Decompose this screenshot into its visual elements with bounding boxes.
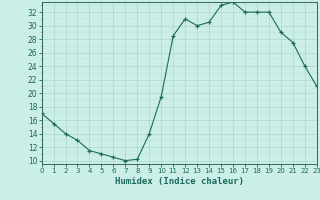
X-axis label: Humidex (Indice chaleur): Humidex (Indice chaleur) [115,177,244,186]
